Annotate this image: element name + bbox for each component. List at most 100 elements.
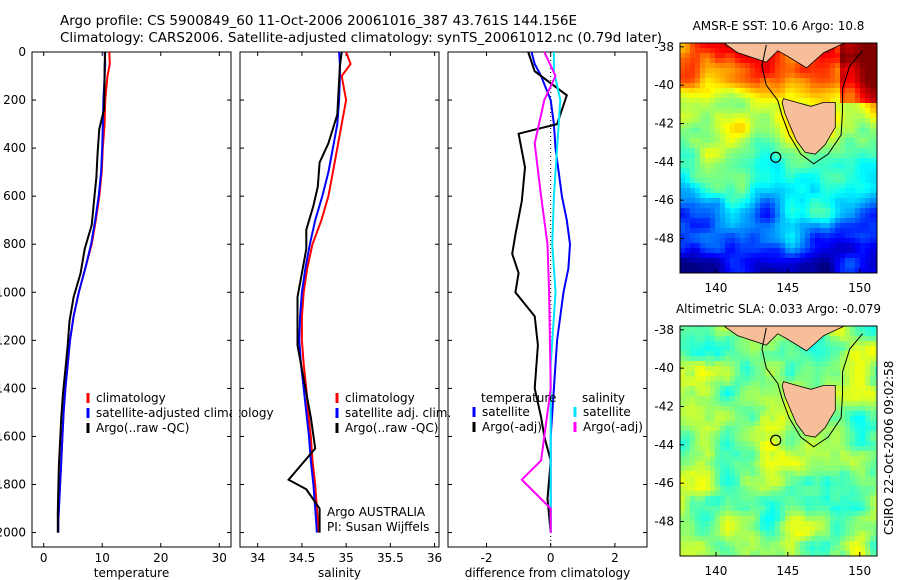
map-cell [685,426,691,432]
map-cell [840,203,846,209]
map-x-tick-label: 150 [848,281,871,295]
map-cell [785,193,791,199]
map-cell [840,441,846,447]
map-cell [680,486,686,492]
map-cell [740,526,746,532]
map-cell [745,138,751,144]
map-cell [775,133,781,139]
map-cell [755,451,761,457]
map-cell [765,421,771,427]
map-cell [720,336,726,342]
map-cell [710,128,716,134]
map-cell [720,331,726,337]
map-cell [710,103,716,109]
map-cell [820,238,826,244]
map-cell [765,391,771,397]
map-cell [680,238,686,244]
map-cell [850,163,856,169]
map-cell [865,331,871,337]
map-cell [835,128,841,134]
map-cell [715,421,721,427]
map-cell [865,218,871,224]
map-cell [730,98,736,104]
map-cell [695,451,701,457]
map-cell [695,193,701,199]
map-cell [875,426,877,432]
map-cell [715,213,721,219]
map-cell [715,456,721,462]
map-cell [755,526,761,532]
map-cell [705,173,711,179]
map-cell [875,143,877,149]
map-cell [780,163,786,169]
map-cell [795,541,801,547]
map-cell [810,451,816,457]
map-cell [740,446,746,452]
map-cell [730,138,736,144]
map-cell [685,466,691,472]
map-cell [725,118,731,124]
map-cell [735,103,741,109]
map-cell [710,341,716,347]
map-cell [685,103,691,109]
map-cell [820,456,826,462]
map-cell [715,531,721,537]
map-cell [700,143,706,149]
map-cell [705,371,711,377]
map-cell [830,143,836,149]
map-cell [725,331,731,337]
map-cell [850,471,856,477]
map-cell [795,376,801,382]
map-cell [850,263,856,269]
map-cell [710,268,716,273]
map-cell [750,451,756,457]
map-cell [705,496,711,502]
map-cell [715,501,721,507]
map-cell [685,526,691,532]
map-cell [780,148,786,154]
map-cell [875,401,877,407]
map-cell [730,88,736,94]
map-cell [695,103,701,109]
map-cell [720,63,726,69]
map-cell [790,168,796,174]
map-cell [800,228,806,234]
map-cell [825,73,831,79]
map-cell [780,138,786,144]
map-cell [825,466,831,472]
map-cell [810,88,816,94]
map-cell [840,138,846,144]
map-cell [760,238,766,244]
map-cell [750,263,756,269]
map-cell [800,546,806,552]
map-cell [865,228,871,234]
map-cell [700,541,706,547]
map-cell [800,68,806,74]
tasmania-land [781,381,836,438]
map-cell [865,326,871,332]
map-cell [790,208,796,214]
map-cell [790,198,796,204]
map-cell [685,396,691,402]
map-cell [835,496,841,502]
map-cell [825,381,831,387]
map-cell [705,376,711,382]
map-cell [780,173,786,179]
map-cell [755,386,761,392]
map-cell [815,213,821,219]
map-cell [760,416,766,422]
map-cell [785,213,791,219]
map-cell [865,168,871,174]
map-cell [755,391,761,397]
map-cell [875,163,877,169]
map-cell [780,153,786,159]
map-cell [740,406,746,412]
map-cell [820,213,826,219]
map-cell [835,351,841,357]
map-cell [870,83,876,89]
map-cell [700,203,706,209]
map-cell [850,108,856,114]
map-cell [725,198,731,204]
map-cell [720,113,726,119]
map-cell [870,406,876,412]
